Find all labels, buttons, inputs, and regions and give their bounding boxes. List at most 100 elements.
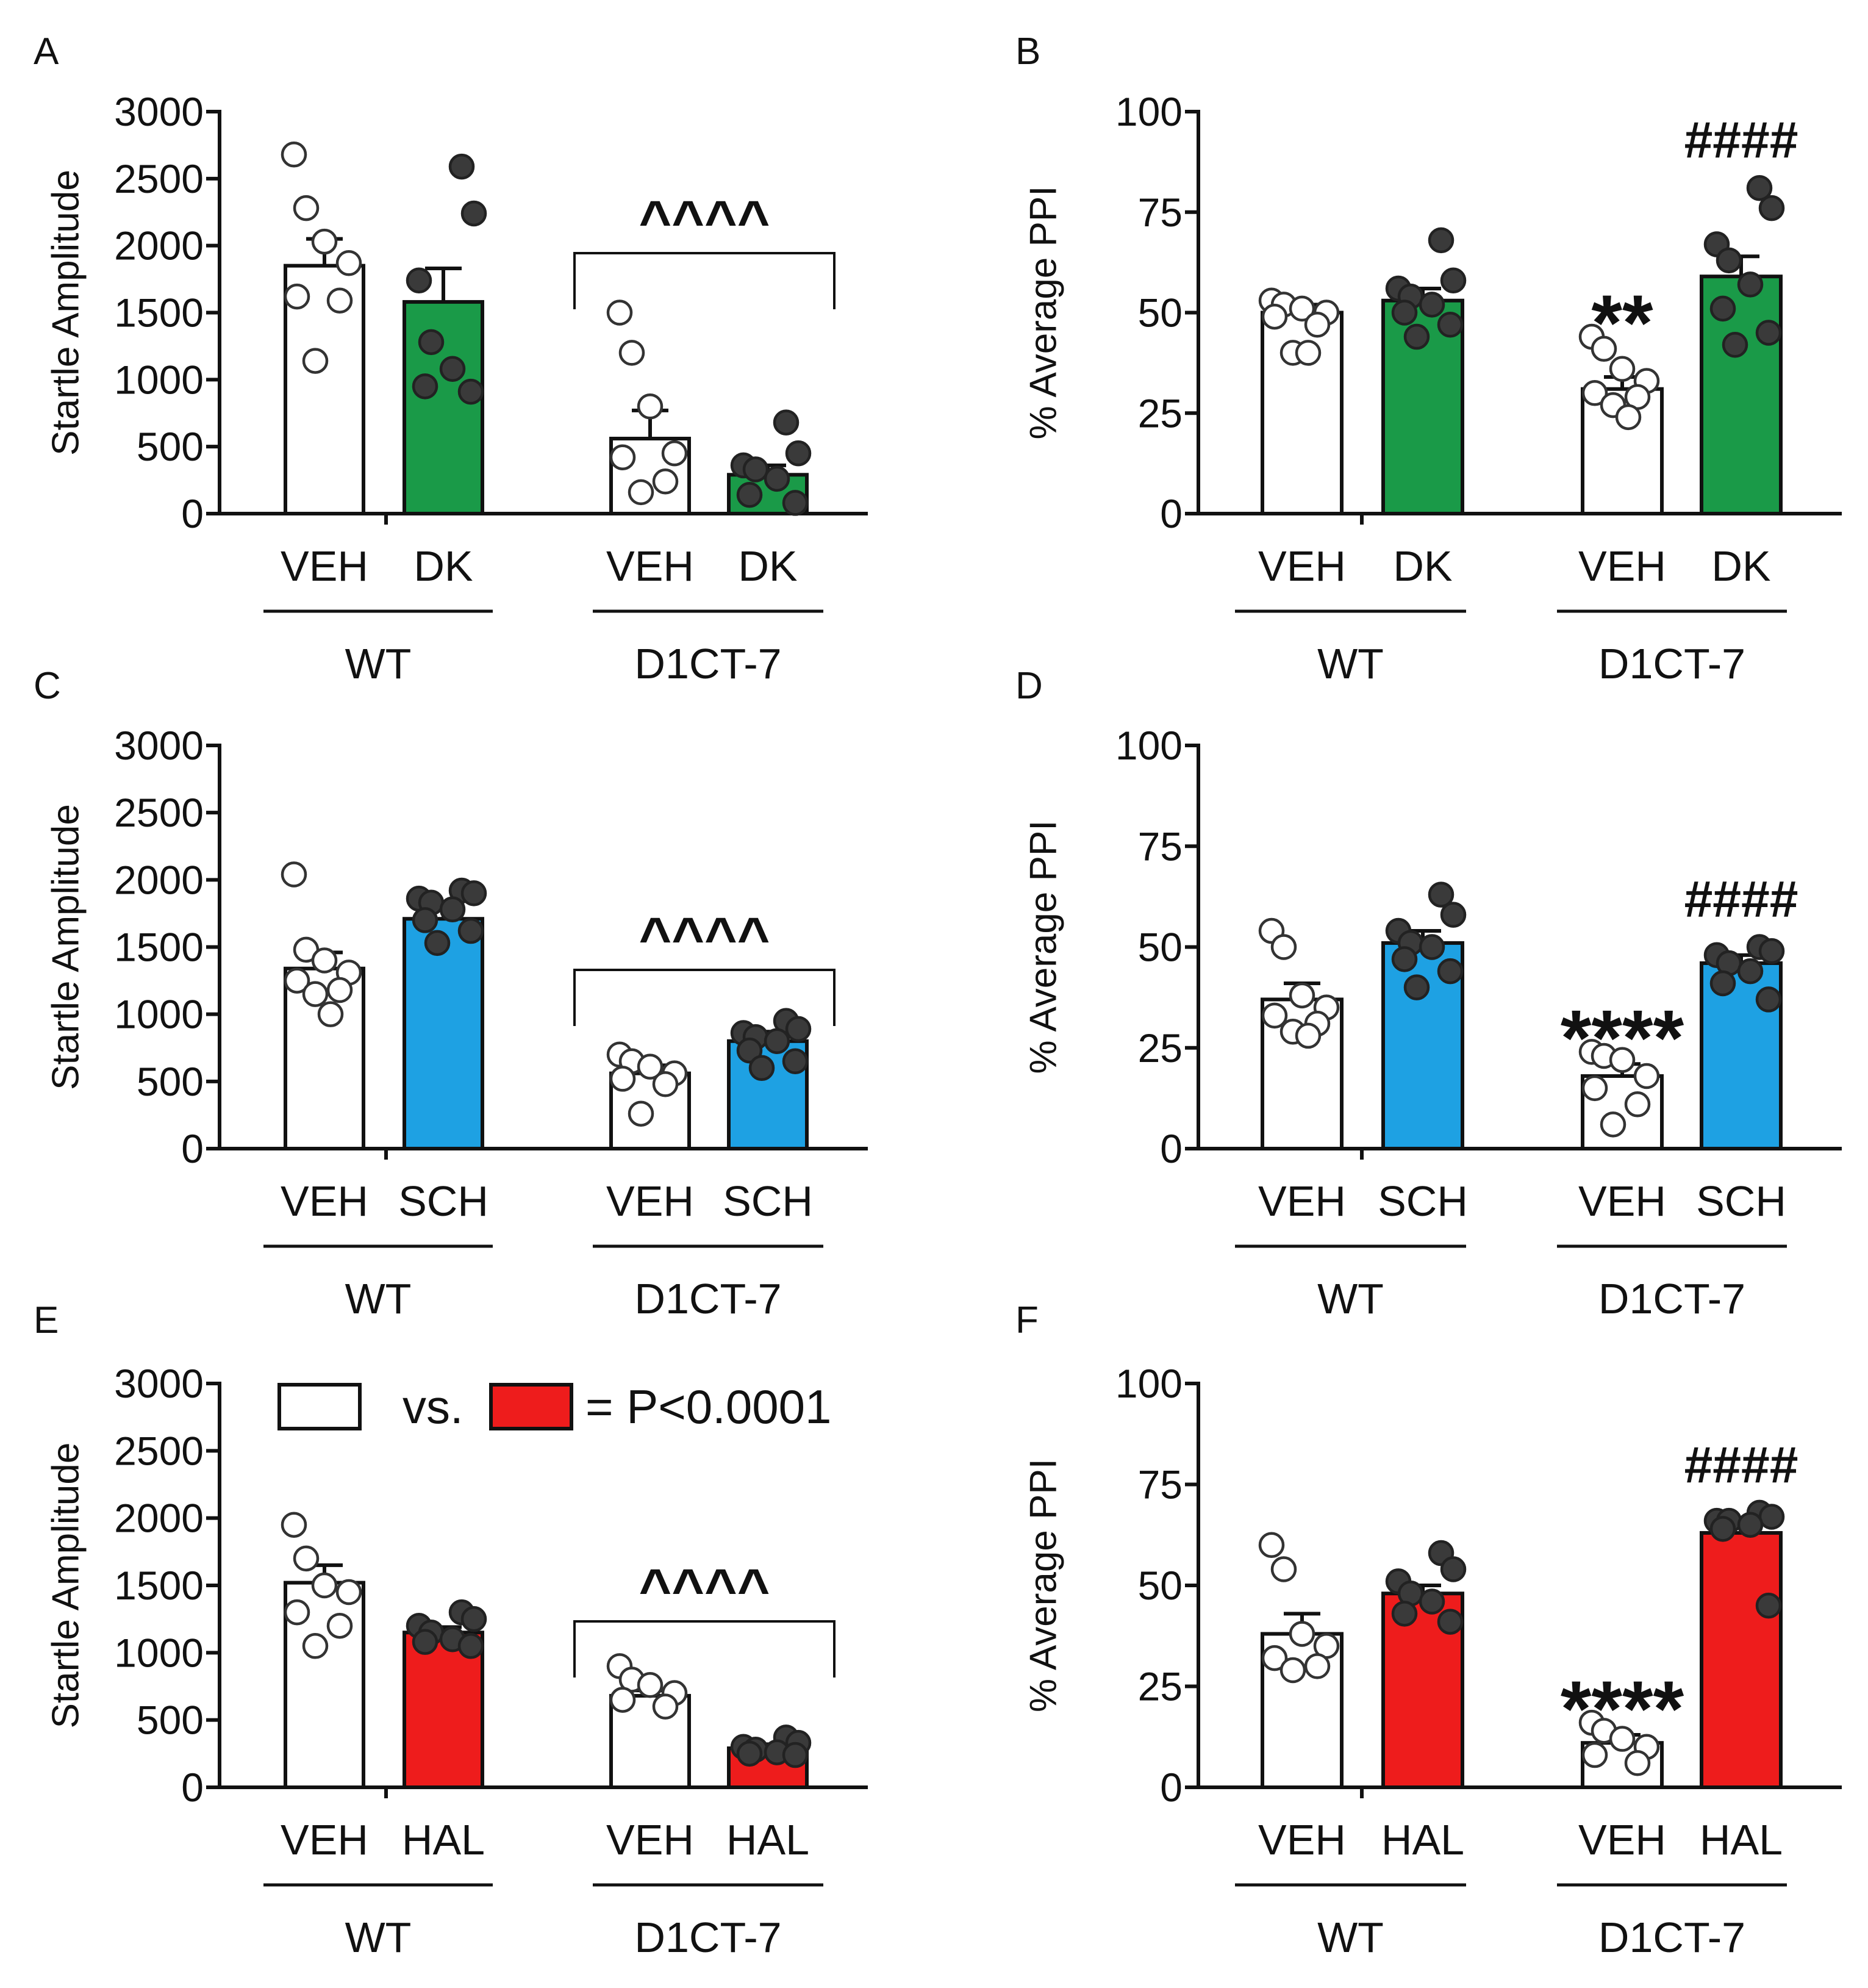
x-tick-label: VEH (281, 1177, 368, 1225)
data-point (637, 393, 664, 420)
data-point (412, 907, 438, 933)
data-point (1758, 1504, 1785, 1530)
data-point (1609, 356, 1636, 382)
data-point (284, 1599, 310, 1626)
data-point (637, 1672, 664, 1698)
data-point (1403, 323, 1430, 350)
y-axis-label: % Average PPI (1022, 820, 1064, 1074)
x-tick-label: VEH (1258, 1816, 1346, 1864)
y-tick-label: 50 (1138, 1563, 1183, 1608)
y-tick-label: 25 (1138, 1664, 1183, 1709)
legend-swatch-veh (277, 1383, 362, 1430)
y-tick-label: 75 (1138, 824, 1183, 869)
y-tick-label: 3000 (114, 1361, 204, 1406)
y-tick-label: 2000 (114, 857, 204, 902)
y-axis-label: Startle Amplitude (45, 804, 87, 1090)
data-point (652, 1693, 679, 1720)
group-label: WT (1317, 1275, 1384, 1322)
group-label: WT (345, 1914, 412, 1961)
data-point (457, 917, 484, 944)
data-point (1437, 958, 1464, 985)
data-point (1261, 1002, 1288, 1029)
panel-letter: C (34, 665, 61, 707)
data-point (1609, 1726, 1636, 1752)
significance-marker: ^^^^ (639, 190, 770, 252)
x-tick-label: VEH (1258, 1177, 1346, 1225)
y-tick-label: 500 (137, 424, 204, 469)
y-tick-label: 100 (1115, 1361, 1183, 1406)
data-point (1609, 1047, 1636, 1073)
x-tick-label: SCH (1696, 1177, 1786, 1225)
data-point (448, 153, 475, 180)
data-point (1261, 303, 1288, 330)
x-tick-label: HAL (726, 1816, 809, 1864)
data-point (1258, 1532, 1285, 1559)
data-point (1270, 934, 1297, 960)
y-axis-label: Startle Amplitude (45, 1443, 87, 1729)
y-tick-label: 500 (137, 1698, 204, 1743)
data-point (785, 1016, 812, 1042)
data-point (1403, 974, 1430, 1000)
data-point (302, 348, 329, 374)
data-point (1709, 1516, 1736, 1542)
data-point (1581, 1075, 1608, 1102)
y-tick-label: 25 (1138, 390, 1183, 436)
data-point (1737, 958, 1764, 985)
y-tick-label: 2500 (114, 1428, 204, 1473)
data-point (1737, 271, 1764, 298)
bar (403, 917, 484, 1150)
data-point (281, 861, 307, 888)
legend-swatch-treatment (489, 1383, 573, 1430)
data-point (424, 930, 451, 956)
x-tick-label: VEH (606, 1177, 694, 1225)
significance-marker: ^^^^ (639, 906, 770, 969)
data-point (293, 195, 320, 221)
data-point (1755, 986, 1782, 1013)
data-point (1270, 1556, 1297, 1582)
data-point (311, 228, 338, 255)
y-tick-label: 1000 (114, 1630, 204, 1675)
panel-d: D % Average PPI 0 25 50 75 100 VEH SCH VEH SCH WT D1… (1015, 665, 1842, 1322)
data-point (609, 444, 636, 470)
y-tick-label: 1500 (114, 290, 204, 336)
data-point (1391, 300, 1418, 326)
data-point (335, 1579, 362, 1606)
y-axis-label: Startle Amplitude (45, 170, 87, 456)
group-label: WT (1317, 640, 1384, 687)
data-point (281, 142, 307, 168)
data-point (311, 947, 338, 974)
x-tick-label: DK (738, 542, 797, 590)
data-point (764, 465, 790, 492)
panel-letter: A (34, 31, 59, 73)
data-point (748, 1055, 775, 1082)
data-point (1428, 227, 1455, 254)
data-point (637, 1053, 664, 1080)
panel-letter: E (34, 1299, 59, 1341)
data-point (736, 1740, 763, 1767)
data-point (406, 267, 432, 294)
data-point (618, 340, 645, 366)
data-point (1600, 1111, 1626, 1138)
significance-bracket (573, 252, 836, 309)
data-point (439, 356, 466, 382)
x-tick-label: DK (1393, 542, 1452, 590)
data-point (1295, 340, 1322, 366)
group-label: D1CT-7 (634, 1914, 781, 1961)
data-point (1624, 1091, 1651, 1118)
panel-letter: B (1015, 31, 1040, 73)
x-tick-label: SCH (398, 1177, 488, 1225)
data-point (661, 440, 688, 467)
data-point (1716, 247, 1742, 274)
data-point (1295, 1022, 1322, 1049)
data-point (1709, 295, 1736, 322)
data-point (1755, 320, 1782, 346)
significance-marker: ** (1591, 278, 1653, 367)
x-tick-label: VEH (606, 1816, 694, 1864)
panel-letter: D (1015, 665, 1043, 707)
y-tick-label: 50 (1138, 290, 1183, 336)
data-point (326, 287, 353, 314)
x-tick-label: SCH (1378, 1177, 1468, 1225)
data-point (1419, 934, 1445, 960)
significance-marker: #### (1684, 111, 1798, 168)
